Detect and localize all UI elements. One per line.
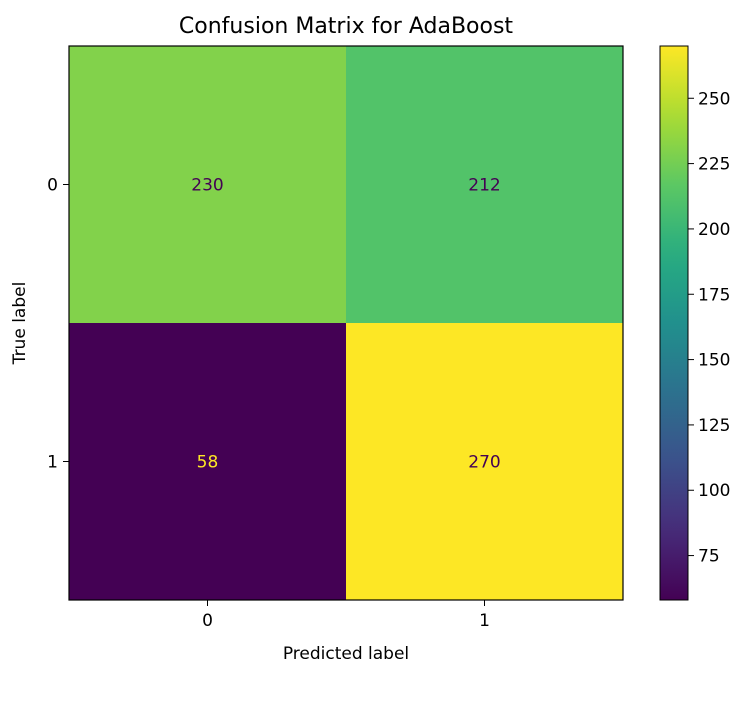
x-axis-label: Predicted label	[283, 644, 409, 664]
cell-value-0-0: 230	[191, 176, 223, 196]
y-tick-label: 0	[47, 176, 58, 196]
matrix-cell-0-1	[346, 46, 624, 324]
colorbar-tick-label: 100	[698, 481, 730, 501]
colorbar-tick-label: 75	[698, 547, 720, 567]
colorbar	[659, 45, 689, 601]
y-tick-label: 1	[47, 453, 58, 473]
matrix-cell-1-0	[69, 323, 347, 601]
colorbar-tick-label: 125	[698, 416, 730, 436]
x-tick-label: 1	[479, 611, 490, 631]
plot-frame	[68, 45, 624, 601]
cell-value-1-0: 58	[197, 453, 219, 473]
cell-value-1-1: 270	[468, 453, 500, 473]
colorbar-tick-label: 150	[698, 351, 730, 371]
y-axis-ticks: 01	[47, 176, 69, 473]
x-tick-label: 0	[202, 611, 213, 631]
cell-value-0-1: 212	[468, 176, 500, 196]
y-axis-label: True label	[10, 282, 30, 366]
colorbar-ticks: 75 100 125 150 175 200 225 250	[688, 89, 730, 567]
matrix-cell-1-1	[346, 323, 624, 601]
colorbar-tick-label: 175	[698, 285, 730, 305]
colorbar-tick-label: 200	[698, 220, 730, 240]
cell-value-labels: 230 212 58 270	[191, 176, 500, 473]
colorbar-tick-label: 250	[698, 89, 730, 109]
matrix-cell-0-0	[69, 46, 347, 324]
colorbar-tick-label: 225	[698, 155, 730, 175]
matrix-cells	[69, 46, 624, 601]
chart-title: Confusion Matrix for AdaBoost	[179, 14, 514, 39]
